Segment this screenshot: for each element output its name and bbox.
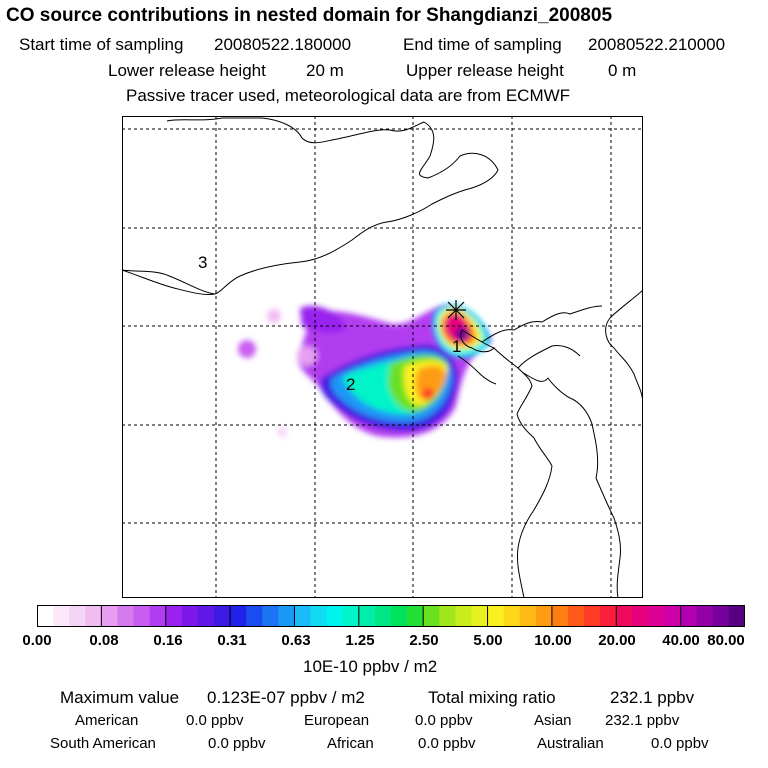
source-contribution-map: 1 2 3 (122, 116, 643, 598)
american-value: 0.0 ppbv (186, 712, 244, 729)
colorbar-swatch (165, 605, 183, 627)
colorbar (37, 605, 745, 627)
colorbar-swatch (53, 605, 70, 627)
australian-label: Australian (537, 735, 604, 752)
colorbar-swatch (149, 605, 167, 627)
african-value: 0.0 ppbv (418, 735, 476, 752)
colorbar-border (37, 605, 745, 627)
colorbar-swatch (342, 605, 360, 627)
end-time-value: 20080522.210000 (588, 35, 726, 54)
lower-height-label: Lower release height (108, 61, 266, 80)
colorbar-swatch (455, 605, 472, 627)
colorbar-swatch (294, 605, 312, 627)
colorbar-tick: 20.00 (598, 632, 636, 649)
colorbar-swatch (712, 605, 730, 627)
start-time-value: 20080522.180000 (214, 35, 352, 54)
south-american-label: South American (50, 735, 156, 752)
colorbar-swatch (391, 605, 408, 627)
country-borders (122, 117, 643, 598)
max-value-label: Maximum value (60, 688, 180, 707)
colorbar-tick: 80.00 (707, 632, 745, 649)
asian-value: 232.1 ppbv (605, 712, 680, 729)
australian-value: 0.0 ppbv (651, 735, 709, 752)
tracer-note: Passive tracer used, meteorological data… (126, 86, 571, 105)
colorbar-swatch (37, 605, 54, 627)
colorbar-tick: 0.00 (22, 632, 52, 649)
colorbar-swatch (551, 605, 569, 627)
graticule-lines (122, 116, 643, 598)
colorbar-tick: 40.00 (662, 632, 700, 649)
map-title: CO source contributions in nested domain… (6, 5, 613, 26)
colorbar-swatch (246, 605, 263, 627)
start-time-label: Start time of sampling (19, 35, 184, 54)
south-american-value: 0.0 ppbv (208, 735, 266, 752)
colorbar-swatch (101, 605, 118, 627)
end-time-label: End time of sampling (403, 35, 562, 54)
colorbar-swatch (503, 605, 521, 627)
colorbar-swatch (69, 605, 86, 627)
colorbar-tick: 2.50 (409, 632, 439, 649)
colorbar-tick: 0.16 (153, 632, 183, 649)
colorbar-swatch (648, 605, 666, 627)
colorbar-swatch (487, 605, 505, 627)
colorbar-swatch (600, 605, 617, 627)
colorbar-swatch (262, 605, 279, 627)
lower-height-value: 20 m (306, 61, 344, 80)
total-mixing-label: Total mixing ratio (428, 688, 556, 707)
colorbar-swatch (535, 605, 553, 627)
colorbar-swatch (214, 605, 231, 627)
colorbar-swatch (407, 605, 424, 627)
colorbar-swatch (358, 605, 376, 627)
colorbar-swatch (117, 605, 135, 627)
colorbar-swatch (471, 605, 489, 627)
asian-label: Asian (534, 712, 572, 729)
upper-height-label: Upper release height (406, 61, 564, 80)
colorbar-swatch (310, 605, 328, 627)
colorbar-swatch (85, 605, 102, 627)
colorbar-swatch (568, 605, 585, 627)
receptor-station-marker (446, 300, 466, 320)
colorbar-tick: 5.00 (473, 632, 503, 649)
colorbar-swatch (616, 605, 633, 627)
region-label-3: 3 (198, 253, 207, 272)
colorbar-swatch (519, 605, 537, 627)
colorbar-tick: 0.08 (89, 632, 119, 649)
max-value: 0.123E-07 ppbv / m2 (207, 688, 365, 707)
colorbar-swatch (728, 605, 745, 627)
colorbar-swatch (374, 605, 392, 627)
european-label: European (304, 712, 370, 729)
colorbar-swatch (696, 605, 714, 627)
region-label-2: 2 (346, 375, 355, 394)
colorbar-swatch (584, 605, 601, 627)
colorbar-swatch (664, 605, 682, 627)
colorbar-swatch (230, 605, 247, 627)
colorbar-tick: 10.00 (534, 632, 572, 649)
colorbar-swatch (439, 605, 456, 627)
colorbar-tick: 0.31 (217, 632, 247, 649)
colorbar-swatch (326, 605, 344, 627)
colorbar-swatch (632, 605, 649, 627)
colorbar-swatch (197, 605, 215, 627)
colorbar-swatch (181, 605, 199, 627)
colorbar-unit: 10E-10 ppbv / m2 (303, 657, 438, 676)
contribution-field (238, 304, 492, 438)
upper-height-value: 0 m (608, 61, 637, 80)
african-label: African (327, 735, 374, 752)
european-value: 0.0 ppbv (415, 712, 473, 729)
colorbar-swatch (133, 605, 151, 627)
colorbar-tick: 0.63 (281, 632, 311, 649)
colorbar-swatch (680, 605, 698, 627)
colorbar-swatch (423, 605, 440, 627)
region-label-1: 1 (452, 337, 461, 356)
colorbar-tick: 1.25 (345, 632, 375, 649)
american-label: American (75, 712, 139, 729)
colorbar-swatch (278, 605, 295, 627)
total-mixing-value: 232.1 ppbv (610, 688, 695, 707)
